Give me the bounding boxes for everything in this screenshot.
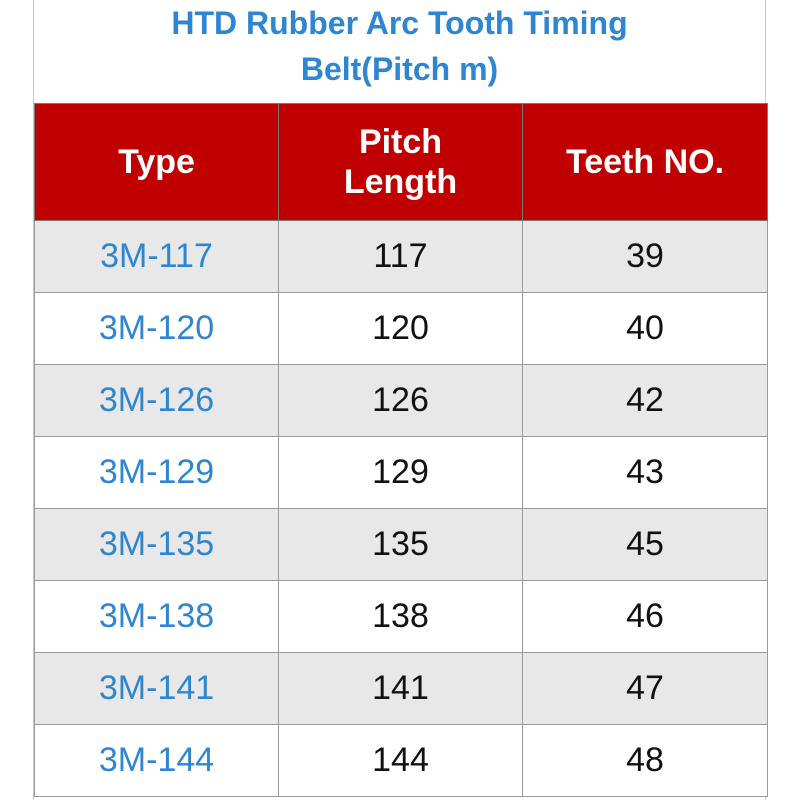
cell-teeth: 48: [522, 724, 768, 797]
table-row: 3M-138 138 46: [34, 580, 768, 653]
header-row: Type Pitch Length Teeth NO.: [34, 103, 768, 221]
table-row: 3M-120 120 40: [34, 292, 768, 365]
cell-type: 3M-129: [34, 436, 279, 509]
cell-teeth: 39: [522, 220, 768, 293]
table-row: 3M-117 117 39: [34, 220, 768, 293]
spec-sheet: HTD Rubber Arc Tooth Timing Belt(Pitch m…: [33, 0, 768, 800]
cell-pitch-length: 138: [278, 580, 523, 653]
cell-type: 3M-141: [34, 652, 279, 725]
cell-type: 3M-117: [34, 220, 279, 293]
header-type: Type: [34, 103, 279, 221]
cell-teeth: 40: [522, 292, 768, 365]
cell-pitch-length: 135: [278, 508, 523, 581]
cell-type: 3M-126: [34, 364, 279, 437]
cell-teeth: 42: [522, 364, 768, 437]
table-row: 3M-141 141 47: [34, 652, 768, 725]
cell-type: 3M-144: [34, 724, 279, 797]
table-title: HTD Rubber Arc Tooth Timing Belt(Pitch m…: [171, 5, 628, 87]
table-row: 3M-129 129 43: [34, 436, 768, 509]
cell-type: 3M-135: [34, 508, 279, 581]
cell-pitch-length: 120: [278, 292, 523, 365]
cell-teeth: 45: [522, 508, 768, 581]
cell-pitch-length: 126: [278, 364, 523, 437]
table-row: 3M-144 144 48: [34, 724, 768, 797]
cell-teeth: 43: [522, 436, 768, 509]
header-pitch-length: Pitch Length: [278, 103, 523, 221]
cell-type: 3M-138: [34, 580, 279, 653]
table-row: 3M-126 126 42: [34, 364, 768, 437]
cell-pitch-length: 117: [278, 220, 523, 293]
cell-pitch-length: 141: [278, 652, 523, 725]
cell-teeth: 47: [522, 652, 768, 725]
cell-teeth: 46: [522, 580, 768, 653]
cell-pitch-length: 144: [278, 724, 523, 797]
table-row: 3M-135 135 45: [34, 508, 768, 581]
header-teeth-no: Teeth NO.: [522, 103, 768, 221]
belt-spec-table: Type Pitch Length Teeth NO. 3M-117 117 3…: [34, 103, 768, 797]
cell-type: 3M-120: [34, 292, 279, 365]
cell-pitch-length: 129: [278, 436, 523, 509]
